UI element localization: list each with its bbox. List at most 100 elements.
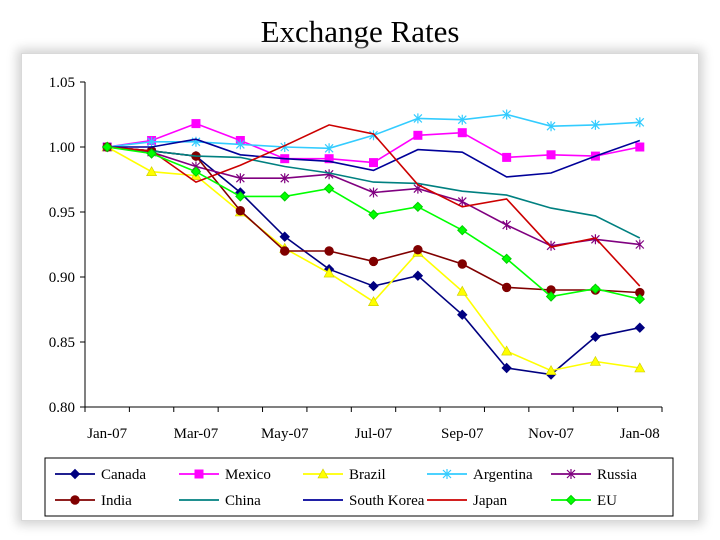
- eu-point: [634, 293, 646, 305]
- russia-point: [280, 173, 290, 184]
- mexico-point: [457, 128, 467, 138]
- eu-point: [501, 253, 512, 265]
- brazil-point: [367, 296, 380, 306]
- canada-point: [69, 468, 81, 480]
- argentina-point: [147, 136, 157, 147]
- legend-label: Japan: [473, 493, 508, 509]
- x-tick-label: Jan-07: [87, 426, 127, 442]
- canada-point: [279, 231, 290, 242]
- mexico-point: [369, 158, 378, 168]
- india-point: [70, 495, 80, 505]
- russia-point: [369, 187, 378, 198]
- eu-point: [146, 148, 157, 159]
- mexico-point: [413, 130, 423, 140]
- india-point: [235, 206, 246, 216]
- series-argentina: [102, 109, 645, 154]
- india-point: [501, 282, 512, 293]
- brazil-point: [634, 362, 646, 373]
- legend-item-brazil: Brazil: [303, 467, 386, 483]
- argentina-point: [635, 117, 645, 128]
- argentina-point: [413, 113, 423, 124]
- south-korea-line: [107, 138, 641, 178]
- mexico-point: [191, 119, 201, 129]
- legend-label: China: [225, 493, 261, 509]
- mexico-point: [546, 150, 556, 160]
- brazil-point: [501, 345, 513, 356]
- eu-point: [545, 291, 557, 302]
- eu-point: [368, 209, 379, 220]
- india-point: [457, 259, 467, 269]
- y-tick-label: 0.90: [49, 270, 75, 286]
- legend-label: Argentina: [473, 467, 533, 483]
- legend-label: India: [101, 493, 132, 509]
- legend-box: [44, 457, 674, 517]
- russia-point: [235, 173, 245, 184]
- argentina-point: [502, 109, 512, 120]
- argentina-point: [442, 469, 452, 479]
- canada-point: [368, 280, 379, 292]
- legend-label: Brazil: [349, 467, 386, 483]
- legend-item-canada: Canada: [55, 467, 146, 483]
- line-chart: 0.80 0.85 0.90 0.95 1.00 1.05 Jan-07 Mar-07 May-…: [44, 75, 674, 517]
- india-point: [413, 245, 423, 255]
- eu-point: [590, 283, 601, 294]
- legend-label: Canada: [101, 467, 146, 483]
- x-tick-label: Nov-07: [528, 426, 574, 442]
- legend-item-argentina: Argentina: [427, 467, 533, 483]
- russia-point: [324, 169, 334, 180]
- y-tick-label: 0.95: [49, 205, 75, 221]
- canada-point: [501, 362, 512, 374]
- argentina-point: [457, 114, 467, 125]
- eu-point: [101, 141, 113, 153]
- mexico-line: [107, 122, 640, 164]
- argentina-point: [590, 119, 600, 130]
- legend-item-russia: Russia: [551, 467, 637, 483]
- india-point: [280, 246, 290, 256]
- series-china: [107, 146, 641, 239]
- y-tick-label: 0.85: [49, 335, 75, 351]
- y-tick-label: 1.05: [49, 75, 75, 91]
- russia-point: [457, 196, 467, 207]
- india-point: [324, 246, 334, 256]
- y-tick-label: 0.80: [49, 400, 75, 416]
- russia-point: [566, 469, 576, 479]
- eu-point: [279, 191, 290, 202]
- legend-item-eu: EU: [551, 493, 617, 509]
- x-tick-label: May-07: [261, 426, 309, 442]
- canada-point: [412, 270, 424, 281]
- canada-point: [590, 331, 601, 343]
- chart-title: Exchange Rates: [260, 14, 460, 49]
- brazil-point: [146, 166, 158, 176]
- brazil-point: [456, 285, 468, 296]
- brazil-point: [545, 364, 557, 375]
- series-eu: [101, 141, 646, 305]
- eu-point: [457, 224, 468, 236]
- eu-point: [412, 201, 424, 213]
- mexico-point: [194, 469, 204, 479]
- japan-line: [107, 124, 641, 287]
- legend-item-mexico: Mexico: [179, 467, 271, 483]
- x-tick-label: Mar-07: [174, 426, 219, 442]
- series-south-korea: [107, 138, 641, 178]
- legend-item-india: India: [55, 493, 132, 509]
- argentina-point: [235, 139, 245, 150]
- legend-label: South Korea: [349, 493, 425, 509]
- x-tick-label: Sep-07: [441, 426, 484, 442]
- legend-item-china: China: [179, 493, 261, 509]
- brazil-point: [317, 468, 329, 479]
- legend-label: Mexico: [225, 467, 271, 483]
- brazil-point: [323, 267, 335, 278]
- series-japan: [107, 124, 641, 287]
- y-tick-label: 1.00: [49, 140, 75, 156]
- canada-point: [634, 322, 646, 333]
- india-point: [368, 256, 379, 267]
- eu-point: [323, 183, 335, 194]
- legend-label: Russia: [597, 467, 637, 483]
- legend-item-japan: Japan: [427, 493, 508, 509]
- mexico-point: [635, 142, 645, 152]
- eu-point: [565, 494, 577, 506]
- russia-point: [502, 220, 512, 230]
- argentina-point: [324, 143, 334, 154]
- legend-label: EU: [597, 493, 617, 509]
